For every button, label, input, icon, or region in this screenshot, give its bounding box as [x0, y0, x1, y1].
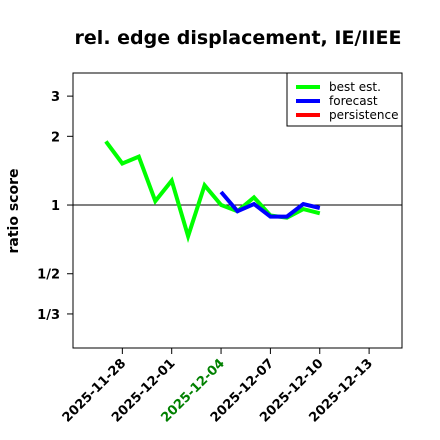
legend-label: forecast: [329, 94, 378, 108]
series-line-best-est-: [104, 140, 321, 243]
plot-frame: [72, 72, 403, 349]
plot-area: 3211/21/32025-11-282025-12-012025-12-042…: [37, 90, 402, 426]
y-tick-label: 2: [51, 130, 60, 145]
chart-title: rel. edge displacement, IE/IIEE: [75, 27, 402, 49]
y-axis-label: ratio score: [6, 169, 22, 254]
legend-label: best est.: [329, 80, 381, 94]
y-tick-label: 1/2: [37, 268, 60, 283]
y-tick-label: 3: [51, 90, 60, 105]
y-tick-label: 1/3: [37, 308, 60, 323]
y-tick-label: 1: [51, 199, 60, 214]
legend-label: persistence: [329, 108, 398, 122]
